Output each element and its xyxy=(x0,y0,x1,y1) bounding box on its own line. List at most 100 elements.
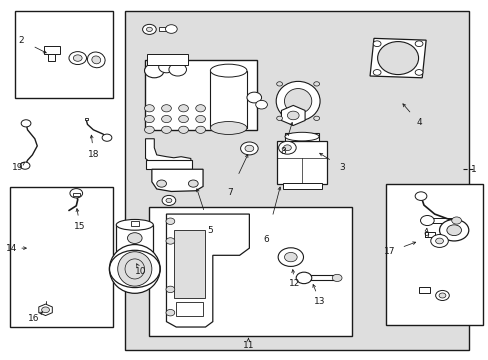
Circle shape xyxy=(41,307,49,313)
Circle shape xyxy=(331,274,341,282)
Bar xyxy=(385,184,483,325)
Bar xyxy=(10,187,113,327)
Circle shape xyxy=(278,141,296,154)
Circle shape xyxy=(284,252,297,262)
Ellipse shape xyxy=(116,220,153,230)
Circle shape xyxy=(195,116,205,123)
Bar xyxy=(84,118,88,120)
Circle shape xyxy=(276,116,282,121)
Circle shape xyxy=(161,105,171,112)
Text: 2: 2 xyxy=(19,36,24,45)
Bar xyxy=(424,232,434,237)
Text: 11: 11 xyxy=(242,341,254,350)
Circle shape xyxy=(144,116,154,123)
Polygon shape xyxy=(166,214,249,327)
Bar xyxy=(116,225,153,252)
Circle shape xyxy=(165,286,174,293)
Circle shape xyxy=(313,116,319,121)
Text: 13: 13 xyxy=(314,297,325,306)
Ellipse shape xyxy=(109,244,160,293)
Bar xyxy=(210,71,246,128)
Ellipse shape xyxy=(377,41,418,75)
Polygon shape xyxy=(145,139,190,169)
Bar xyxy=(144,60,256,130)
Circle shape xyxy=(414,192,426,201)
Bar xyxy=(131,221,139,226)
Bar xyxy=(145,160,191,169)
Text: 4: 4 xyxy=(415,118,421,127)
Text: 9: 9 xyxy=(422,231,428,240)
Bar xyxy=(44,46,60,54)
Text: 19: 19 xyxy=(12,163,23,172)
Circle shape xyxy=(435,291,448,301)
Bar xyxy=(276,140,327,184)
Bar xyxy=(159,27,171,31)
Circle shape xyxy=(161,116,171,123)
Bar xyxy=(149,207,351,336)
Ellipse shape xyxy=(210,64,246,77)
Circle shape xyxy=(244,145,253,152)
Ellipse shape xyxy=(276,81,320,121)
Circle shape xyxy=(144,105,154,112)
Text: 12: 12 xyxy=(288,279,300,288)
Polygon shape xyxy=(152,169,203,192)
Circle shape xyxy=(372,41,380,46)
Circle shape xyxy=(127,233,142,243)
Bar xyxy=(15,12,113,98)
Bar xyxy=(176,302,203,316)
Bar xyxy=(285,133,319,140)
Circle shape xyxy=(157,180,166,187)
Polygon shape xyxy=(369,39,425,78)
Circle shape xyxy=(165,25,177,33)
Ellipse shape xyxy=(210,122,246,134)
Circle shape xyxy=(102,134,112,141)
Circle shape xyxy=(451,217,461,224)
Text: 16: 16 xyxy=(28,314,40,323)
Polygon shape xyxy=(39,304,52,316)
Text: 1: 1 xyxy=(470,165,476,174)
Circle shape xyxy=(162,195,175,206)
Bar xyxy=(125,12,468,350)
Circle shape xyxy=(296,272,311,284)
Circle shape xyxy=(438,293,445,298)
Bar xyxy=(173,230,205,298)
Ellipse shape xyxy=(92,56,101,64)
Text: 6: 6 xyxy=(263,235,269,244)
Circle shape xyxy=(70,189,82,198)
Text: 10: 10 xyxy=(135,267,146,276)
Circle shape xyxy=(20,162,30,169)
Circle shape xyxy=(146,27,152,32)
Circle shape xyxy=(240,142,258,155)
Circle shape xyxy=(165,218,174,225)
Bar xyxy=(305,275,334,280)
Bar xyxy=(418,287,429,293)
Circle shape xyxy=(276,82,282,86)
Circle shape xyxy=(414,69,422,75)
Circle shape xyxy=(178,116,188,123)
Circle shape xyxy=(165,238,174,244)
Circle shape xyxy=(158,61,174,73)
Circle shape xyxy=(168,63,186,76)
Circle shape xyxy=(372,69,380,75)
Circle shape xyxy=(313,82,319,86)
Circle shape xyxy=(188,180,198,187)
Ellipse shape xyxy=(284,89,311,114)
Text: 18: 18 xyxy=(88,150,100,159)
Text: 7: 7 xyxy=(226,188,232,197)
Circle shape xyxy=(435,238,443,244)
Circle shape xyxy=(144,126,154,134)
Circle shape xyxy=(21,120,31,127)
Circle shape xyxy=(430,234,447,247)
Bar xyxy=(283,252,298,261)
Bar xyxy=(427,218,453,223)
Circle shape xyxy=(161,126,171,134)
Circle shape xyxy=(255,100,267,109)
Ellipse shape xyxy=(87,52,105,68)
Circle shape xyxy=(287,111,299,120)
Bar xyxy=(48,54,55,61)
Bar xyxy=(73,193,80,196)
Circle shape xyxy=(195,105,205,112)
Text: 15: 15 xyxy=(74,222,86,231)
Circle shape xyxy=(446,225,461,235)
Circle shape xyxy=(73,55,82,61)
